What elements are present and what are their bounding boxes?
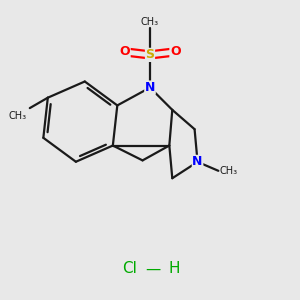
Text: Cl: Cl	[122, 261, 136, 276]
Text: CH₃: CH₃	[220, 166, 238, 176]
Text: N: N	[192, 155, 203, 168]
Text: S: S	[146, 48, 154, 62]
Text: O: O	[170, 45, 181, 58]
Text: CH₃: CH₃	[141, 17, 159, 27]
Text: O: O	[119, 45, 130, 58]
Text: CH₃: CH₃	[9, 111, 27, 121]
Text: H: H	[168, 261, 179, 276]
Text: —: —	[145, 261, 160, 276]
Text: N: N	[145, 81, 155, 94]
